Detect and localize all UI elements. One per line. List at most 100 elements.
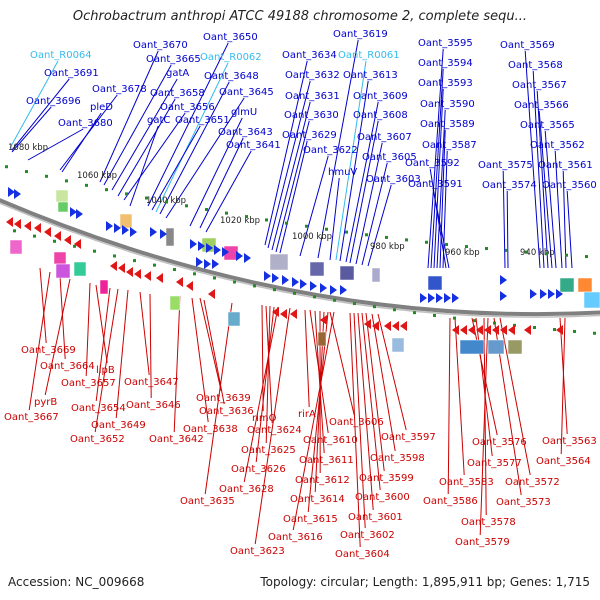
reverse-gene-label[interactable]: Oant_3564 <box>536 456 591 467</box>
reverse-gene-label[interactable]: Oant_3572 <box>505 477 560 488</box>
forward-gene-label[interactable]: Oant_3629 <box>282 130 337 141</box>
reverse-gene-label[interactable]: Oant_3573 <box>496 497 551 508</box>
reverse-gene-label[interactable]: Oant_3611 <box>299 455 354 466</box>
reverse-gene-label[interactable]: Oant_3600 <box>355 492 410 503</box>
forward-gene-label[interactable]: Oant_R0061 <box>338 50 400 61</box>
forward-gene-label[interactable]: Oant_3607 <box>357 132 412 143</box>
reverse-gene-label[interactable]: Oant_3646 <box>126 400 181 411</box>
forward-gene-label[interactable]: Oant_3619 <box>333 29 388 40</box>
forward-gene-label[interactable]: Oant_3650 <box>203 32 258 43</box>
reverse-gene-label[interactable]: rimO <box>252 413 277 424</box>
forward-gene-label[interactable]: Oant_3593 <box>418 78 473 89</box>
forward-gene-label[interactable]: Oant_3643 <box>218 127 273 138</box>
reverse-gene-label[interactable]: Oant_3576 <box>472 437 527 448</box>
forward-gene-label[interactable]: pleD <box>90 102 113 113</box>
reverse-gene-label[interactable]: Oant_3638 <box>183 424 238 435</box>
reverse-gene-label[interactable]: Oant_3623 <box>230 546 285 557</box>
reverse-gene-label[interactable]: Oant_3614 <box>290 494 345 505</box>
reverse-gene-label[interactable]: Oant_3579 <box>455 537 510 548</box>
forward-gene-label[interactable]: Oant_3562 <box>530 140 585 151</box>
forward-gene-label[interactable]: Oant_3594 <box>418 58 473 69</box>
reverse-gene-label[interactable]: Oant_3657 <box>61 378 116 389</box>
forward-gene-label[interactable]: Oant_3651 <box>175 115 230 126</box>
reverse-gene-label[interactable]: Oant_3598 <box>370 453 425 464</box>
reverse-gene-label[interactable]: Oant_3602 <box>340 530 395 541</box>
forward-gene-label[interactable]: glmU <box>231 107 257 118</box>
forward-gene-label[interactable]: Oant_3569 <box>500 40 555 51</box>
reverse-gene-label[interactable]: Oant_3577 <box>467 458 522 469</box>
forward-gene-label[interactable]: Oant_3665 <box>146 54 201 65</box>
reverse-gene-label[interactable]: Oant_3628 <box>219 484 274 495</box>
forward-gene-label[interactable]: Oant_3565 <box>520 120 575 131</box>
forward-gene-label[interactable]: Oant_3567 <box>512 80 567 91</box>
reverse-gene-label[interactable]: Oant_3586 <box>423 496 478 507</box>
reverse-gene-label[interactable]: Oant_3654 <box>71 403 126 414</box>
forward-gene-label[interactable]: Oant_3658 <box>150 88 205 99</box>
reverse-gene-label[interactable]: Oant_3597 <box>381 432 436 443</box>
reverse-gene-label[interactable]: Oant_3625 <box>241 445 296 456</box>
reverse-gene-label[interactable]: Oant_3624 <box>247 425 302 436</box>
reverse-gene-label[interactable]: Oant_3583 <box>439 477 494 488</box>
reverse-gene-label[interactable]: rirA <box>298 409 316 420</box>
reverse-gene-label[interactable]: Oant_3669 <box>21 345 76 356</box>
forward-gene-label[interactable]: Oant_3631 <box>285 91 340 102</box>
forward-gene-label[interactable]: hmuV <box>328 167 357 178</box>
forward-gene-label[interactable]: Oant_3589 <box>420 119 475 130</box>
forward-gene-label[interactable]: Oant_3622 <box>303 145 358 156</box>
forward-gene-label[interactable]: Oant_3605 <box>362 152 417 163</box>
reverse-gene-label[interactable]: Oant_3647 <box>124 377 179 388</box>
forward-gene-label[interactable]: Oant_3575 <box>478 160 533 171</box>
reverse-gene-label[interactable]: Oant_3601 <box>348 512 403 523</box>
forward-gene-label[interactable]: Oant_3592 <box>405 158 460 169</box>
reverse-gene-label[interactable]: Oant_3639 <box>196 393 251 404</box>
reverse-gene-label[interactable]: pyrB <box>34 397 57 408</box>
reverse-gene-label[interactable]: Oant_3664 <box>40 361 95 372</box>
reverse-gene-label[interactable]: Oant_3635 <box>180 496 235 507</box>
forward-gene-label[interactable]: gatC <box>147 115 170 126</box>
forward-gene-label[interactable]: Oant_3566 <box>514 100 569 111</box>
forward-gene-label[interactable]: Oant_3645 <box>219 87 274 98</box>
reverse-gene-label[interactable]: Oant_3610 <box>303 435 358 446</box>
forward-gene-label[interactable]: Oant_3696 <box>26 96 81 107</box>
reverse-gene-label[interactable]: Oant_3563 <box>542 436 597 447</box>
forward-gene-label[interactable]: Oant_3561 <box>538 160 593 171</box>
forward-gene-label[interactable]: Oant_3632 <box>285 70 340 81</box>
forward-gene-label[interactable]: Oant_3613 <box>343 70 398 81</box>
reverse-gene-label[interactable]: Oant_3642 <box>149 434 204 445</box>
reverse-gene-label[interactable]: Oant_3612 <box>295 475 350 486</box>
forward-gene-label[interactable]: Oant_3560 <box>542 180 597 191</box>
reverse-gene-label[interactable]: Oant_3604 <box>335 549 390 560</box>
forward-gene-label[interactable]: Oant_3680 <box>58 118 113 129</box>
forward-gene-label[interactable]: Oant_3568 <box>508 60 563 71</box>
forward-gene-label[interactable]: Oant_3595 <box>418 38 473 49</box>
forward-gene-label[interactable]: Oant_3609 <box>353 91 408 102</box>
forward-gene-label[interactable]: Oant_3630 <box>284 110 339 121</box>
reverse-gene-label[interactable]: Oant_3616 <box>268 532 323 543</box>
reverse-gene-label[interactable]: Oant_3615 <box>283 514 338 525</box>
reverse-gene-label[interactable]: Oant_3599 <box>359 473 414 484</box>
forward-gene-label[interactable]: Oant_3670 <box>133 40 188 51</box>
forward-gene-label[interactable]: Oant_3648 <box>204 71 259 82</box>
forward-gene-label[interactable]: Oant_3591 <box>408 179 463 190</box>
forward-gene-label[interactable]: Oant_3608 <box>353 110 408 121</box>
forward-gene-label[interactable]: Oant_3590 <box>420 99 475 110</box>
forward-gene-label[interactable]: Oant_R0062 <box>200 52 262 63</box>
reverse-gene-label[interactable]: Oant_3626 <box>231 464 286 475</box>
reverse-gene-label[interactable]: Oant_3649 <box>91 420 146 431</box>
forward-gene-label[interactable]: Oant_R0064 <box>30 50 92 61</box>
forward-gene-label[interactable]: Oant_3634 <box>282 50 337 61</box>
forward-gene-label[interactable]: Oant_3574 <box>482 180 537 191</box>
reverse-gene-label[interactable]: Oant_3636 <box>199 406 254 417</box>
forward-gene-label[interactable]: Oant_3678 <box>92 84 147 95</box>
reverse-gene-label[interactable]: Oant_3652 <box>70 434 125 445</box>
forward-gene-label[interactable]: Oant_3656 <box>160 102 215 113</box>
forward-gene-label[interactable]: gatA <box>166 68 189 79</box>
reverse-gene-label[interactable]: lipB <box>96 365 115 376</box>
reverse-gene-label[interactable]: Oant_3667 <box>4 412 59 423</box>
forward-gene-label[interactable]: Oant_3641 <box>226 140 281 151</box>
reverse-gene-label[interactable]: Oant_3578 <box>461 517 516 528</box>
forward-gene-label[interactable]: Oant_3691 <box>44 68 99 79</box>
forward-gene-label[interactable]: Oant_3587 <box>422 140 477 151</box>
forward-gene-label[interactable]: Oant_3603 <box>366 174 421 185</box>
reverse-gene-label[interactable]: Oant_3606 <box>329 417 384 428</box>
